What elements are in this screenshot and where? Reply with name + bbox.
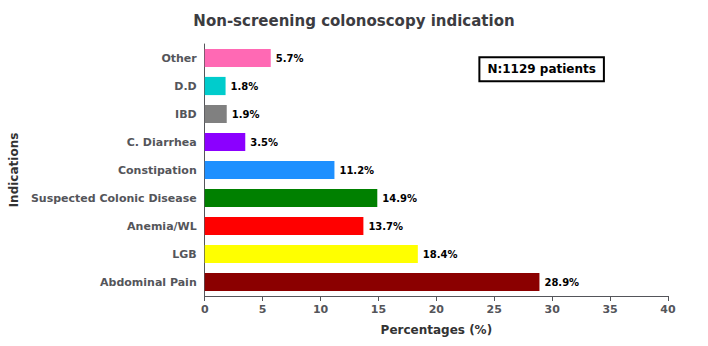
svg-text:Other: Other (161, 52, 197, 65)
svg-text:25: 25 (487, 303, 502, 316)
svg-text:20: 20 (429, 303, 445, 316)
svg-text:1.8%: 1.8% (231, 81, 259, 92)
svg-text:1.9%: 1.9% (232, 109, 260, 120)
svg-text:28.9%: 28.9% (544, 277, 579, 288)
svg-text:14.9%: 14.9% (382, 193, 417, 204)
svg-text:Abdominal Pain: Abdominal Pain (100, 276, 197, 289)
svg-text:Indications: Indications (7, 133, 21, 208)
svg-text:15: 15 (371, 303, 386, 316)
svg-text:18.4%: 18.4% (423, 249, 458, 260)
svg-text:11.2%: 11.2% (339, 165, 374, 176)
svg-text:Anemia/WL: Anemia/WL (127, 220, 197, 233)
svg-text:10: 10 (313, 303, 329, 316)
svg-text:LGB: LGB (172, 248, 196, 261)
svg-text:3.5%: 3.5% (250, 137, 278, 148)
svg-text:IBD: IBD (175, 108, 197, 121)
svg-text:Non-screening colonoscopy indi: Non-screening colonoscopy indication (193, 12, 514, 30)
svg-text:N:1129 patients: N:1129 patients (487, 62, 596, 76)
svg-text:40: 40 (660, 303, 676, 316)
svg-text:13.7%: 13.7% (368, 221, 403, 232)
svg-text:35: 35 (602, 303, 617, 316)
svg-text:0: 0 (201, 303, 209, 316)
svg-text:D.D: D.D (174, 80, 196, 93)
svg-text:5.7%: 5.7% (276, 53, 304, 64)
svg-text:Constipation: Constipation (118, 164, 197, 177)
svg-text:Suspected Colonic Disease: Suspected Colonic Disease (31, 192, 197, 205)
svg-text:Percentages (%): Percentages (%) (381, 323, 493, 337)
svg-text:5: 5 (259, 303, 267, 316)
svg-text:C. Diarrhea: C. Diarrhea (127, 136, 197, 149)
svg-text:30: 30 (545, 303, 561, 316)
